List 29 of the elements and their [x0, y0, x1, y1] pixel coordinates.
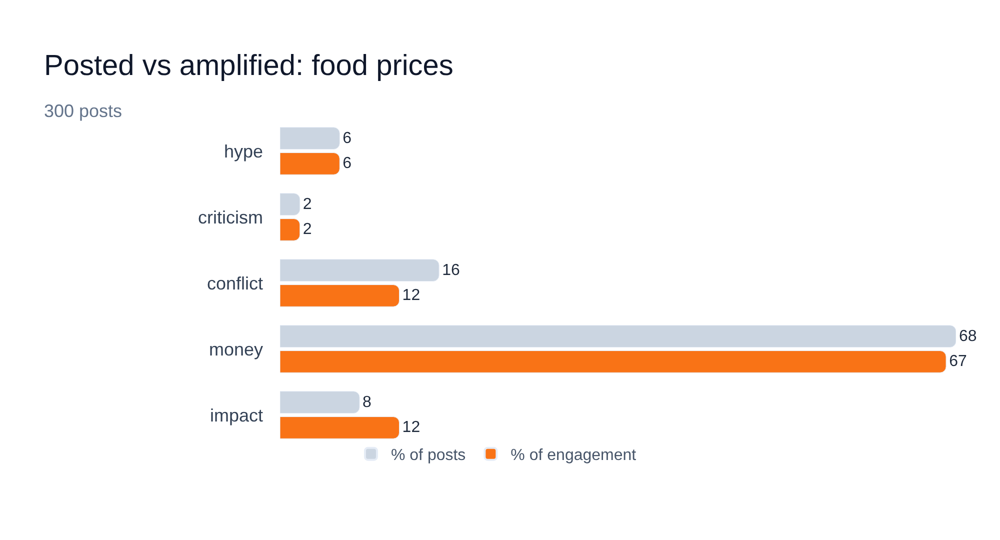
- bar: [280, 127, 340, 150]
- bar: [280, 350, 946, 373]
- y-tick-label: money: [208, 339, 263, 360]
- data-label: 6: [342, 155, 352, 172]
- bar: [280, 416, 400, 439]
- legend-label: % of posts: [390, 447, 466, 464]
- bar: [280, 259, 440, 282]
- data-label: 12: [402, 287, 420, 304]
- text: 300 posts: [44, 101, 122, 122]
- bar: [280, 284, 400, 307]
- y-tick-label: hype: [224, 141, 263, 162]
- data-label: 12: [402, 419, 420, 436]
- data-label: 16: [442, 262, 460, 279]
- bar: [280, 193, 300, 216]
- y-tick-label: conflict: [206, 273, 263, 294]
- data-label: 2: [302, 221, 312, 238]
- data-label: 68: [959, 328, 977, 345]
- data-label: 6: [342, 130, 352, 147]
- y-tick-label: criticism: [198, 207, 263, 228]
- bar: [280, 218, 300, 241]
- legend-label: % of engagement: [510, 447, 637, 464]
- y-tick-label: impact: [210, 405, 263, 426]
- data-label: 67: [949, 353, 967, 370]
- bar: [280, 152, 340, 175]
- bar: [280, 325, 956, 348]
- chart-title: Posted vs amplified: food prices: [44, 50, 454, 82]
- data-label: 8: [362, 394, 372, 411]
- bar: [280, 391, 360, 414]
- data-label: 2: [302, 196, 312, 213]
